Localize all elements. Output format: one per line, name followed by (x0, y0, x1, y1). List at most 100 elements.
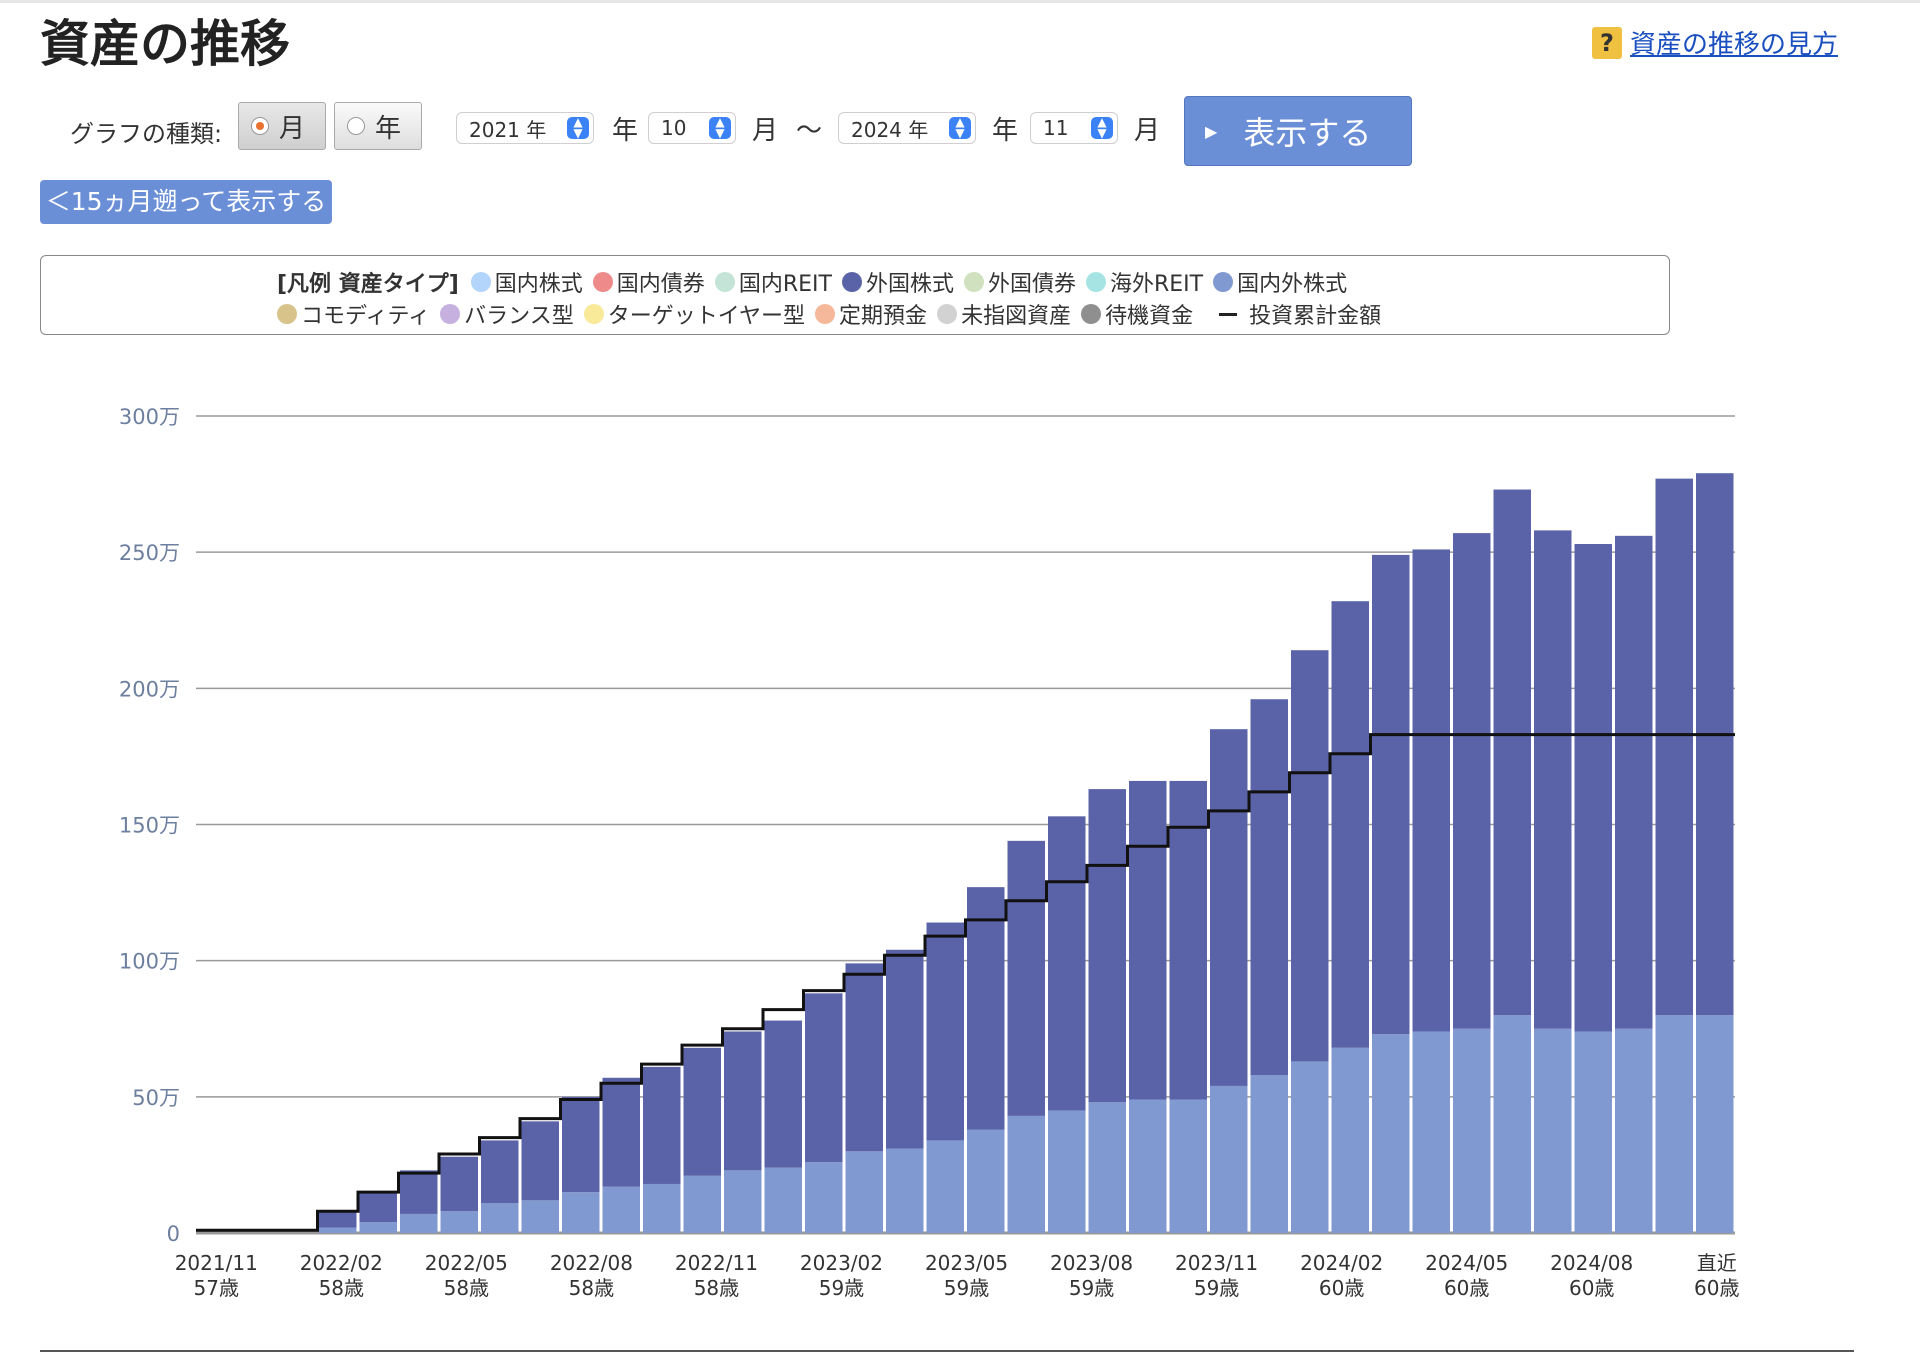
help-link-group[interactable]: ? 資産の推移の見方 (1592, 24, 1838, 61)
x-tick-age: 59歳 (1194, 1276, 1239, 1300)
bar-segment-kokunaigai (1007, 1115, 1045, 1233)
bar-segment-kokunaigai (1372, 1034, 1410, 1233)
x-tick-date: 2022/08 (550, 1251, 633, 1275)
bar-segment-kokunaigai (359, 1222, 397, 1233)
x-tick-date: 2024/02 (1300, 1251, 1383, 1275)
legend-item-label: バランス型 (464, 304, 574, 329)
x-tick-date: 2023/08 (1050, 1251, 1133, 1275)
y-tick-label: 200万 (119, 677, 180, 701)
x-tick-age: 58歳 (444, 1276, 489, 1300)
legend-item: 待機資金 (1081, 298, 1193, 330)
legend-dot-icon (583, 304, 604, 324)
bar-segment-kokunaigai (1696, 1015, 1734, 1233)
month-unit: 月 (1134, 116, 1161, 146)
legend-dot-icon (937, 304, 958, 324)
year-unit: 年 (992, 116, 1019, 146)
legend-line-icon (1219, 312, 1238, 316)
back-15-months-button[interactable]: ＜15ヵ月遡って表示する (40, 180, 332, 224)
select-arrows-icon: ▲ ▼ (1091, 116, 1113, 139)
x-tick-date: 2024/05 (1425, 1251, 1508, 1275)
select-arrows-icon: ▲ ▼ (567, 116, 589, 139)
legend-item-label: 国内外株式 (1237, 272, 1348, 297)
show-button[interactable]: ▶ 表示する (1184, 96, 1412, 166)
bar-segment-gaikoku (1129, 780, 1167, 1100)
radio-dot-icon (251, 117, 269, 135)
bar-segment-gaikoku (521, 1121, 559, 1201)
bar-segment-kokunaigai (400, 1213, 438, 1233)
bar-segment-gaikoku (845, 963, 883, 1152)
end-year-value: 2024 年 (851, 117, 929, 142)
bar-segment-kokunaigai (1291, 1061, 1329, 1233)
bar-segment-kokunaigai (724, 1170, 762, 1233)
bar-segment-gaikoku (1696, 473, 1734, 1016)
range-separator: 〜 (796, 116, 823, 146)
end-year-select[interactable]: 2024 年 ▲ ▼ (838, 112, 976, 144)
x-tick-age: 59歳 (819, 1276, 864, 1300)
bar-segment-kokunaigai (521, 1200, 559, 1233)
legend-item: 定期預金 (815, 298, 927, 330)
x-tick-age: 59歳 (1069, 1276, 1114, 1300)
x-tick-age: 58歳 (319, 1276, 364, 1300)
y-tick-label: 300万 (119, 405, 180, 429)
bar-segment-gaikoku (1331, 601, 1369, 1048)
bar-segment-kokunaigai (1129, 1099, 1167, 1233)
y-tick-label: 50万 (132, 1086, 180, 1110)
y-tick-label: 150万 (119, 814, 180, 838)
question-icon: ? (1592, 26, 1622, 59)
bar-segment-kokunaigai (1615, 1028, 1653, 1233)
legend-dot-icon (277, 304, 297, 324)
x-tick-date: 直近 (1697, 1251, 1737, 1275)
legend-item-line: 投資累計金額 (1219, 298, 1381, 330)
y-tick-label: 100万 (119, 950, 180, 974)
bar-segment-kokunaigai (845, 1151, 883, 1233)
start-month-value: 10 (661, 116, 687, 140)
legend-dot-icon (440, 304, 461, 324)
bar-segment-gaikoku (967, 887, 1005, 1130)
end-month-value: 11 (1043, 116, 1069, 140)
legend-item-label: 未指図資産 (961, 304, 1072, 329)
play-triangle-icon: ▶ (1205, 121, 1218, 141)
radio-year[interactable]: 年 (334, 102, 422, 150)
x-tick-age: 60歳 (1694, 1276, 1739, 1300)
legend-dot-icon (1081, 304, 1102, 324)
bar-segment-gaikoku (602, 1077, 640, 1187)
bar-segment-gaikoku (1372, 554, 1410, 1035)
legend-item: 未指図資産 (937, 298, 1071, 330)
bar-segment-kokunaigai (805, 1162, 843, 1233)
bar-segment-kokunaigai (1453, 1028, 1491, 1233)
x-tick-age: 57歳 (194, 1276, 239, 1300)
bar-segment-gaikoku (643, 1066, 681, 1184)
legend-dot-icon (1085, 272, 1106, 292)
bottom-border (40, 1350, 1854, 1352)
legend-item: 海外REIT (1085, 266, 1203, 298)
page-title: 資産の推移 (40, 15, 290, 73)
x-tick-age: 60歳 (1319, 1276, 1364, 1300)
start-month-select[interactable]: 10 ▲ ▼ (648, 112, 736, 144)
bar-segment-kokunaigai (1088, 1102, 1126, 1233)
end-month-select[interactable]: 11 ▲ ▼ (1030, 112, 1118, 144)
legend-item-label: 国内REIT (738, 272, 832, 297)
bar-segment-kokunaigai (643, 1183, 681, 1233)
legend-dot-icon (714, 272, 735, 292)
bar-segment-gaikoku (359, 1192, 397, 1223)
x-tick-age: 60歳 (1444, 1276, 1489, 1300)
bar-segment-kokunaigai (481, 1203, 519, 1233)
radio-month[interactable]: 月 (238, 102, 326, 150)
bar-segment-gaikoku (926, 922, 964, 1141)
legend-item-label: 外国株式 (865, 272, 954, 297)
bar-segment-gaikoku (1291, 650, 1329, 1062)
start-year-select[interactable]: 2021 年 ▲ ▼ (456, 112, 594, 144)
bar-segment-gaikoku (1534, 530, 1572, 1029)
legend-item: 外国債券 (963, 266, 1076, 298)
bar-segment-kokunaigai (1534, 1028, 1572, 1233)
help-link[interactable]: 資産の推移の見方 (1630, 30, 1839, 60)
legend-item: バランス型 (440, 298, 574, 330)
x-tick-age: 59歳 (944, 1276, 989, 1300)
x-tick-date: 2024/08 (1550, 1251, 1633, 1275)
legend-item-label: ターゲットイヤー型 (607, 304, 806, 329)
bar-segment-kokunaigai (764, 1167, 802, 1233)
x-tick-date: 2023/02 (800, 1251, 883, 1275)
bar-segment-gaikoku (1250, 699, 1288, 1076)
bar-segment-gaikoku (805, 993, 843, 1163)
